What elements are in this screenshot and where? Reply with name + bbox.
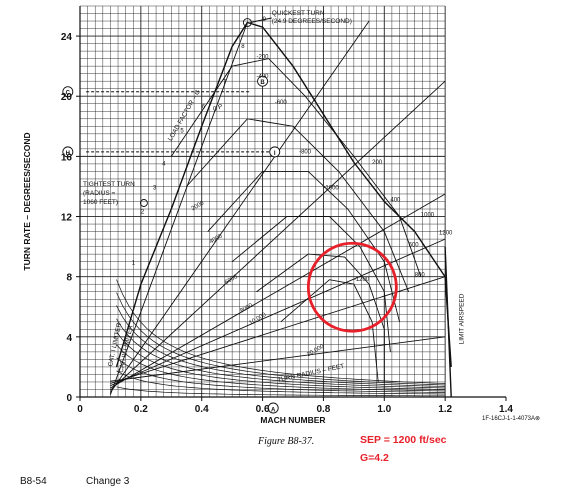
ps-value-label: 1200 [439,231,453,237]
reference-label-h: H [66,151,70,157]
g-value-label: 2 [141,210,145,216]
g-curve [116,331,446,390]
g-curve [116,318,446,389]
y-tick-label: 4 [66,333,72,344]
radius-line [110,20,370,393]
quickest-turn-title: QUICKEST TURN [272,10,325,17]
ps-contour [170,58,422,277]
g-curve [116,279,446,384]
y-tick-label: 8 [66,273,72,284]
highlight-circle [306,241,398,333]
boundary-line [115,21,452,368]
change-label: Change 3 [86,476,130,487]
ps-value-label: -1200 [354,277,370,283]
radius-value-label: 10,000 [248,312,267,327]
x-axis-title: MACH NUMBER [260,415,325,425]
mach-point-a-marker [267,402,279,414]
tightest-turn-radius: (RADIUS = [83,190,116,197]
tightest-turn-title: TIGHTEST TURN [83,181,135,188]
point-marker [269,146,281,158]
reference-marker-c [62,86,74,98]
x-tick-label: 0 [77,404,83,415]
x-tick-label: 0.6 [256,404,270,415]
y-tick-label: 20 [61,92,73,103]
g-curve [116,386,446,397]
ps-value-label: -200 [256,55,269,61]
figure-caption: Figure B8-37. [258,436,315,447]
sep-note: SEP = 1200 ft/sec [360,434,447,446]
ps-contour [280,279,379,383]
g-note: G=4.2 [360,452,389,464]
x-tick-label: 0.2 [134,404,148,415]
point-marker-label: I [274,151,276,157]
ps-value-label: -1000 [323,185,339,191]
x-tick-label: 0.4 [195,404,209,415]
ps-contour [186,118,410,292]
tightest-turn-value: 1060 FEET) [83,199,118,206]
g-curve [116,344,446,392]
ps-value-label: -600 [275,100,288,106]
limit-airspeed-line [444,246,452,398]
ps-value-label: 200 [372,160,383,166]
y-tick-label: 24 [61,32,73,43]
g-curve [116,305,446,387]
ps-contour [256,253,385,382]
g-value-label: 6 [202,104,206,110]
x-tick-label: 1.2 [438,404,452,415]
tightest-turn-marker [139,199,148,207]
g-value-label: 4 [162,161,166,167]
page-number: B8-54 [20,476,47,487]
quickest-turn-leader [250,17,272,24]
y-tick-label: 16 [61,152,73,163]
chart-grid [79,5,446,398]
mach-point-a-label: A [271,408,276,414]
ps-value-label: 800 [415,273,426,279]
g-curve [116,370,446,395]
ps-value-label: 600 [409,243,420,249]
g-curve [116,292,446,386]
point-marker [257,75,269,87]
ps-contour [231,216,391,352]
ps-zero-label: 0 P [212,103,224,113]
ps-contour [207,170,400,322]
reference-code: 1F-16CJ-1-1-4073A⊗ [482,416,540,422]
reference-label-c: C [66,91,71,97]
reference-marker-h [62,146,74,158]
chart-curves [109,20,452,398]
x-tick-label: 1.0 [377,404,391,415]
g-value-label: 7 [223,80,227,86]
radius-line [109,22,248,395]
x-tick-label: 1.4 [499,404,513,415]
radius-line [110,276,446,384]
x-tick-label: 0.8 [316,404,330,415]
g-value-label: 3 [153,185,157,191]
quickest-turn-value: (24.9 DEGREES/SECOND) [272,18,352,25]
y-axis-title: TURN RATE – DEGREES/SECOND [22,132,32,270]
ps-value-label: 400 [390,198,401,204]
ps-value-label: 1000 [421,213,435,219]
radius-value-label: 4000 [209,233,224,245]
radius-value-label: 8000 [239,302,254,314]
ps-value-label: -400 [256,74,269,80]
y-tick-label: 0 [66,393,72,404]
ps-value-label: -800 [299,149,312,155]
point-marker-label: B [260,80,265,86]
g-value-label: 9 [263,17,267,23]
radius-value-label: 2000 [191,200,206,212]
radius-line [110,193,446,389]
limit-airspeed-label: LIMIT AIRSPEED [458,293,465,344]
g-curve [116,357,446,393]
y-tick-label: 12 [61,213,73,224]
g-value-label: 1 [132,261,136,267]
g-value-label: 5 [180,128,184,134]
g-value-label: 8 [241,44,245,50]
radius-line [110,80,446,391]
